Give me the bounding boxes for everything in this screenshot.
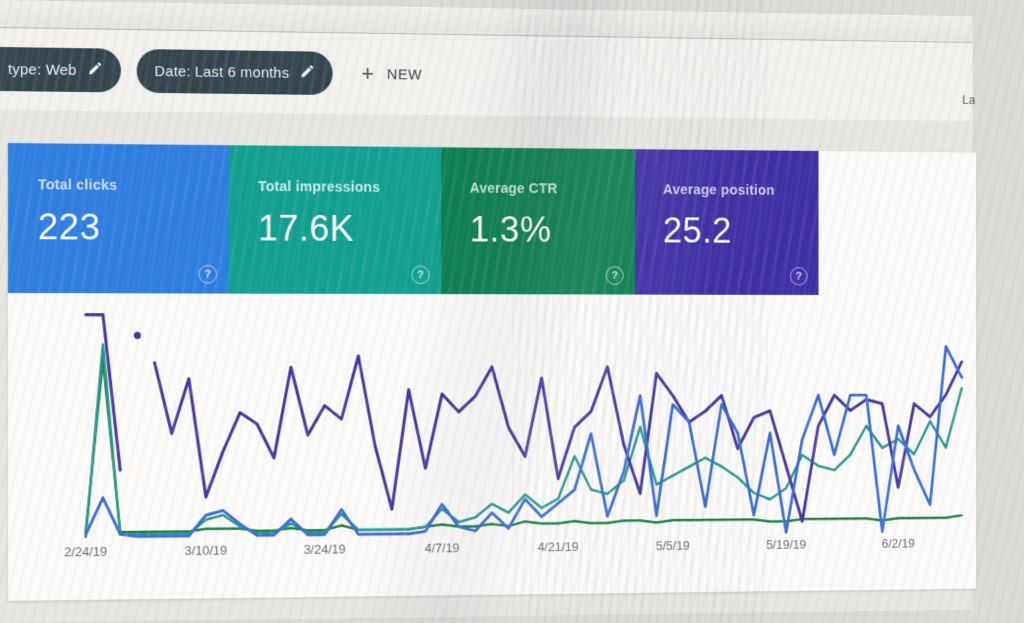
metric-card-total-clicks[interactable]: Total clicks 223 ? bbox=[7, 143, 229, 294]
filter-chip-date-range[interactable]: Date: Last 6 months bbox=[136, 48, 333, 96]
new-filter-label: NEW bbox=[387, 65, 423, 83]
line-chart-plot bbox=[8, 293, 976, 545]
x-axis-label: 4/21/19 bbox=[537, 539, 579, 555]
metric-label: Total clicks bbox=[37, 177, 118, 194]
series-point-position bbox=[133, 331, 141, 339]
metric-card-average-ctr[interactable]: Average CTR 1.3% ? bbox=[441, 147, 635, 295]
search-console-screen: type: Web Date: Last 6 months + NEW La bbox=[0, 0, 977, 623]
series-line-ctr bbox=[86, 360, 962, 533]
x-axis-label: 6/2/19 bbox=[881, 535, 915, 551]
last-updated-partial-text: La bbox=[962, 92, 976, 107]
metrics-row: Total clicks 223 ? Total impressions 17.… bbox=[7, 143, 976, 295]
x-axis-label: 4/7/19 bbox=[424, 540, 460, 556]
series-line-clicks bbox=[86, 347, 962, 540]
filter-chip-label: type: Web bbox=[7, 60, 77, 79]
metric-value: 25.2 bbox=[662, 210, 732, 251]
x-axis-label: 5/19/19 bbox=[766, 537, 807, 552]
performance-chart: 2/24/19 3/10/19 3/24/19 4/7/19 4/21/19 5/5/19… bbox=[8, 293, 976, 593]
help-icon[interactable]: ? bbox=[198, 264, 218, 284]
new-filter-button[interactable]: + NEW bbox=[361, 61, 423, 86]
metric-card-total-impressions[interactable]: Total impressions 17.6K ? bbox=[228, 145, 442, 295]
metric-value: 223 bbox=[37, 206, 101, 248]
edit-icon[interactable] bbox=[300, 63, 315, 83]
plus-icon: + bbox=[361, 61, 375, 86]
page-content: Total clicks 223 ? Total impressions 17.… bbox=[0, 110, 977, 623]
metric-label: Average position bbox=[662, 182, 775, 199]
performance-card: Total clicks 223 ? Total impressions 17.… bbox=[7, 143, 977, 601]
help-icon[interactable]: ? bbox=[605, 266, 624, 285]
x-axis-label: 2/24/19 bbox=[64, 543, 108, 560]
x-axis-label: 5/5/19 bbox=[655, 538, 690, 554]
metric-card-average-position[interactable]: Average position 25.2 ? bbox=[634, 149, 819, 295]
help-icon[interactable]: ? bbox=[790, 267, 808, 286]
metric-value: 17.6K bbox=[257, 207, 354, 249]
filter-chip-search-type[interactable]: type: Web bbox=[0, 47, 122, 93]
series-line-position bbox=[86, 315, 120, 471]
help-icon[interactable]: ? bbox=[411, 265, 430, 285]
edit-icon[interactable] bbox=[87, 60, 103, 80]
x-axis-label: 3/10/19 bbox=[184, 542, 228, 559]
metric-value: 1.3% bbox=[469, 209, 552, 250]
metric-label: Total impressions bbox=[257, 179, 381, 196]
filter-bar: type: Web Date: Last 6 months + NEW La bbox=[0, 28, 976, 122]
x-axis-label: 3/24/19 bbox=[303, 541, 346, 557]
filter-chip-label: Date: Last 6 months bbox=[154, 62, 290, 82]
series-line-position bbox=[155, 355, 962, 527]
metric-label: Average CTR bbox=[469, 180, 558, 198]
